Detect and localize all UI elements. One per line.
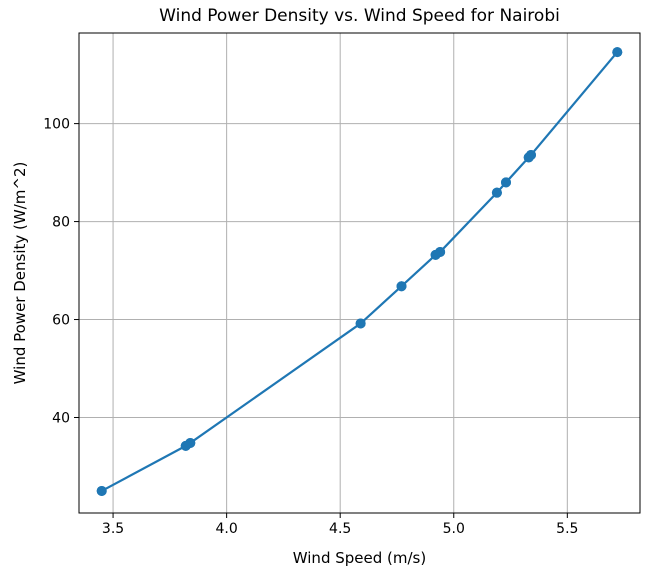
y-axis-label: Wind Power Density (W/m^2) xyxy=(11,162,29,385)
y-tick-label: 60 xyxy=(52,313,70,329)
y-tick-label: 40 xyxy=(52,410,70,426)
data-point xyxy=(500,177,511,188)
data-point xyxy=(491,187,502,198)
data-point xyxy=(612,47,623,58)
x-tick-label: 4.0 xyxy=(215,521,237,537)
chart-title: Wind Power Density vs. Wind Speed for Na… xyxy=(159,6,560,26)
y-tick-label: 100 xyxy=(43,117,70,133)
x-tick-label: 3.5 xyxy=(102,521,124,537)
x-tick-label: 4.5 xyxy=(329,521,351,537)
grid-lines xyxy=(79,33,640,513)
plot-frame xyxy=(78,32,641,514)
data-point xyxy=(523,152,534,163)
data-point xyxy=(180,440,191,451)
series-group xyxy=(96,47,623,496)
axis-ticks: 3.5 4.0 4.5 5.0 5.5 40 60 80 100 xyxy=(43,117,578,537)
x-tick-label: 5.0 xyxy=(443,521,465,537)
data-point xyxy=(355,318,366,329)
data-point xyxy=(396,281,407,292)
data-point xyxy=(430,249,441,260)
x-tick-label: 5.5 xyxy=(556,521,578,537)
data-point xyxy=(96,485,107,496)
x-axis-label: Wind Speed (m/s) xyxy=(293,549,426,567)
y-tick-label: 80 xyxy=(52,215,70,231)
